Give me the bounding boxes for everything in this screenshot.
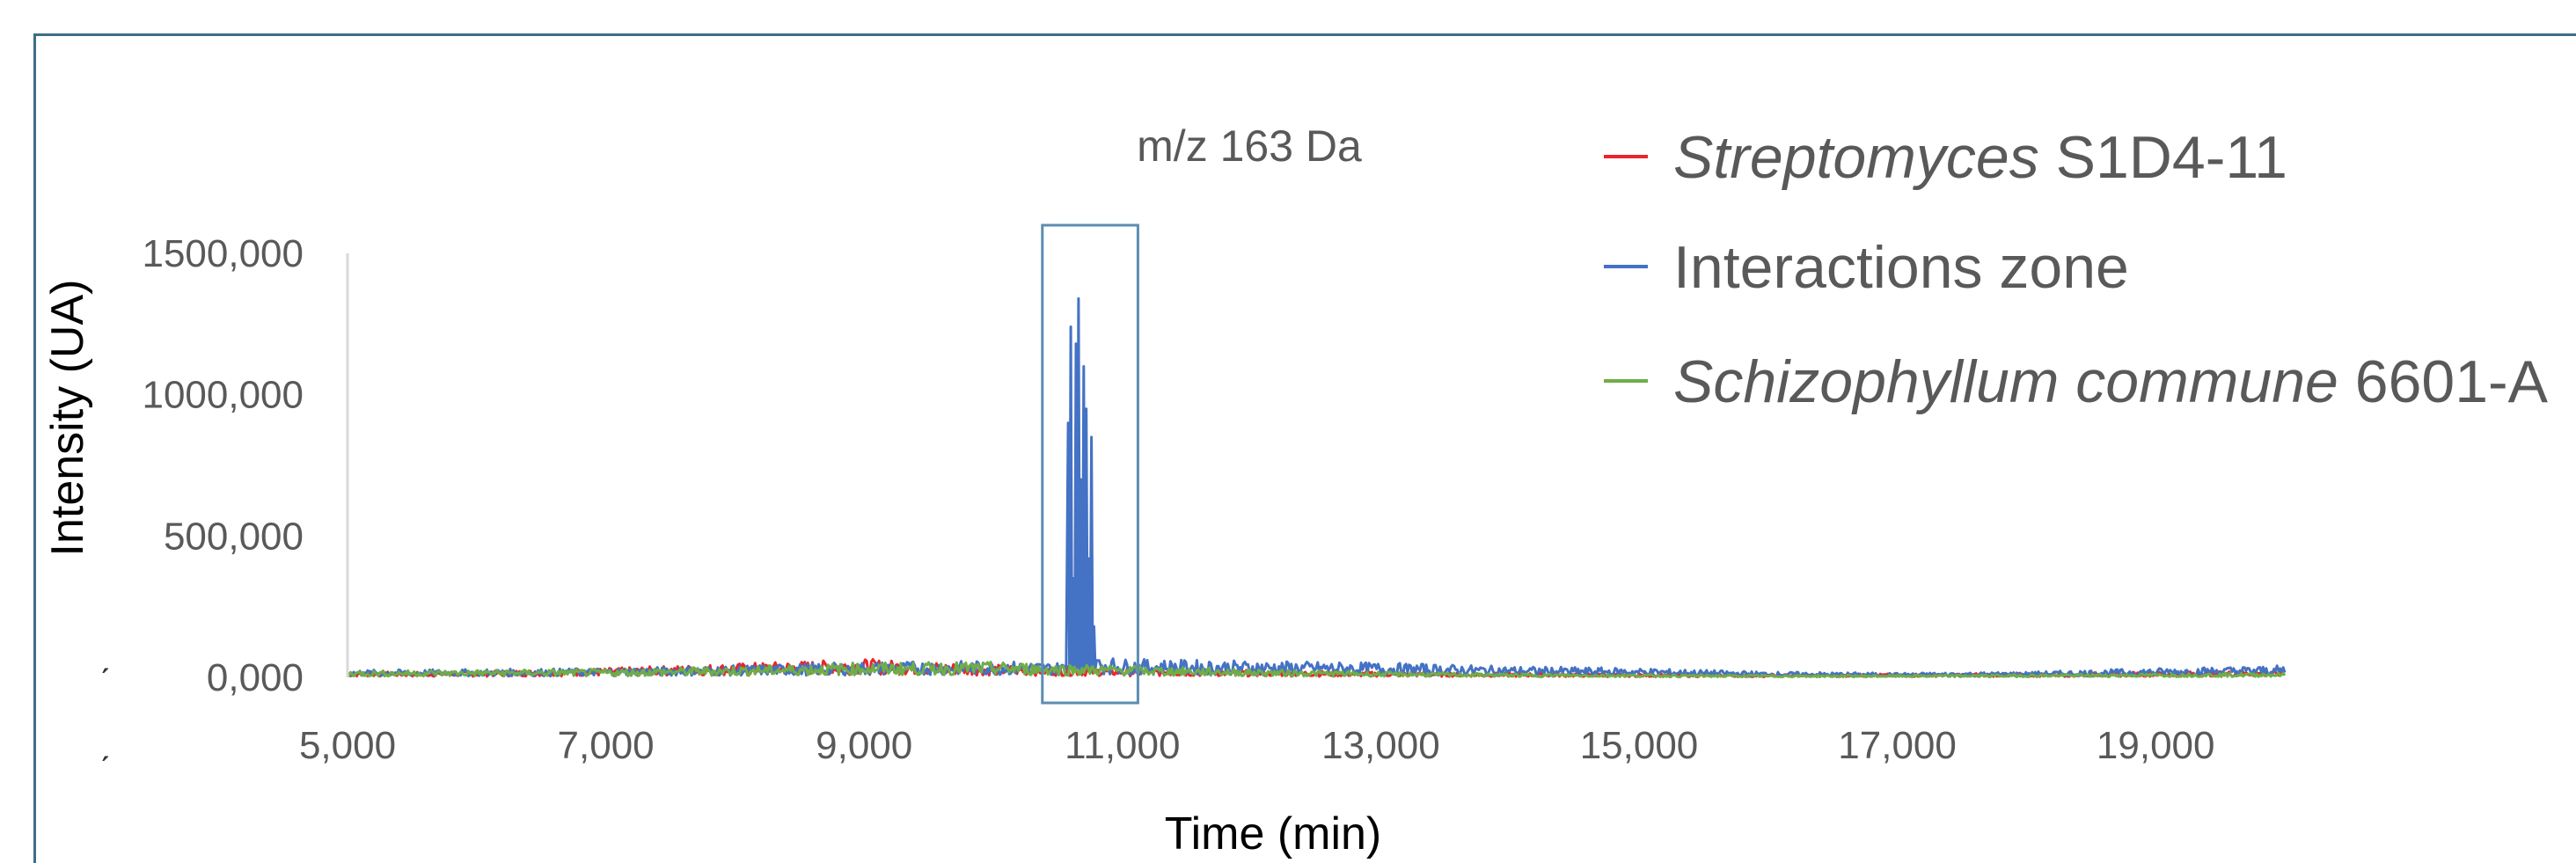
x-tick-labels: 5,000 7,000 9,000 11,000 13,000 15,000 17,000 1… [299,724,2215,767]
x-tick-label: 19,000 [2097,724,2215,767]
x-tick-label: 15,000 [1580,724,1699,767]
x-tick-label: 13,000 [1321,724,1440,767]
y-axis-title: Intensity (UA) [42,280,93,557]
legend: Streptomyces S1D4-11 Interactions zone Sch… [1604,124,2549,415]
series-line-2 [346,661,2287,679]
chart-frame [33,33,2576,863]
x-tick-label: 7,000 [558,724,655,767]
y-tick-label: 0,000 [207,656,304,699]
x-tick-label: 17,000 [1838,724,1957,767]
x-tick-label: 11,000 [1065,724,1180,767]
legend-label: Schizophyllum commune 6601-A [1673,348,2549,415]
y-tick-labels: 0,000 500,000 1000,000 1500,000 [142,232,304,699]
plot-lines [346,296,2287,679]
y-tick-label: 500,000 [164,515,304,558]
x-tick-label: 9,000 [816,724,912,767]
legend-label: Streptomyces S1D4-11 [1673,124,2287,191]
y-tick-label: 1000,000 [142,374,304,417]
highlight-box [1041,223,1139,705]
x-axis-title: Time (min) [1165,808,1382,859]
y-tick-label: 1500,000 [142,232,304,275]
decor-tick-mark-2: ˏ [99,723,110,762]
decor-tick-mark: ˏ [99,635,110,674]
x-tick-label: 5,000 [299,724,396,767]
annotation-mz: m/z 163 Da [1137,121,1362,171]
legend-label: Interactions zone [1673,234,2129,301]
